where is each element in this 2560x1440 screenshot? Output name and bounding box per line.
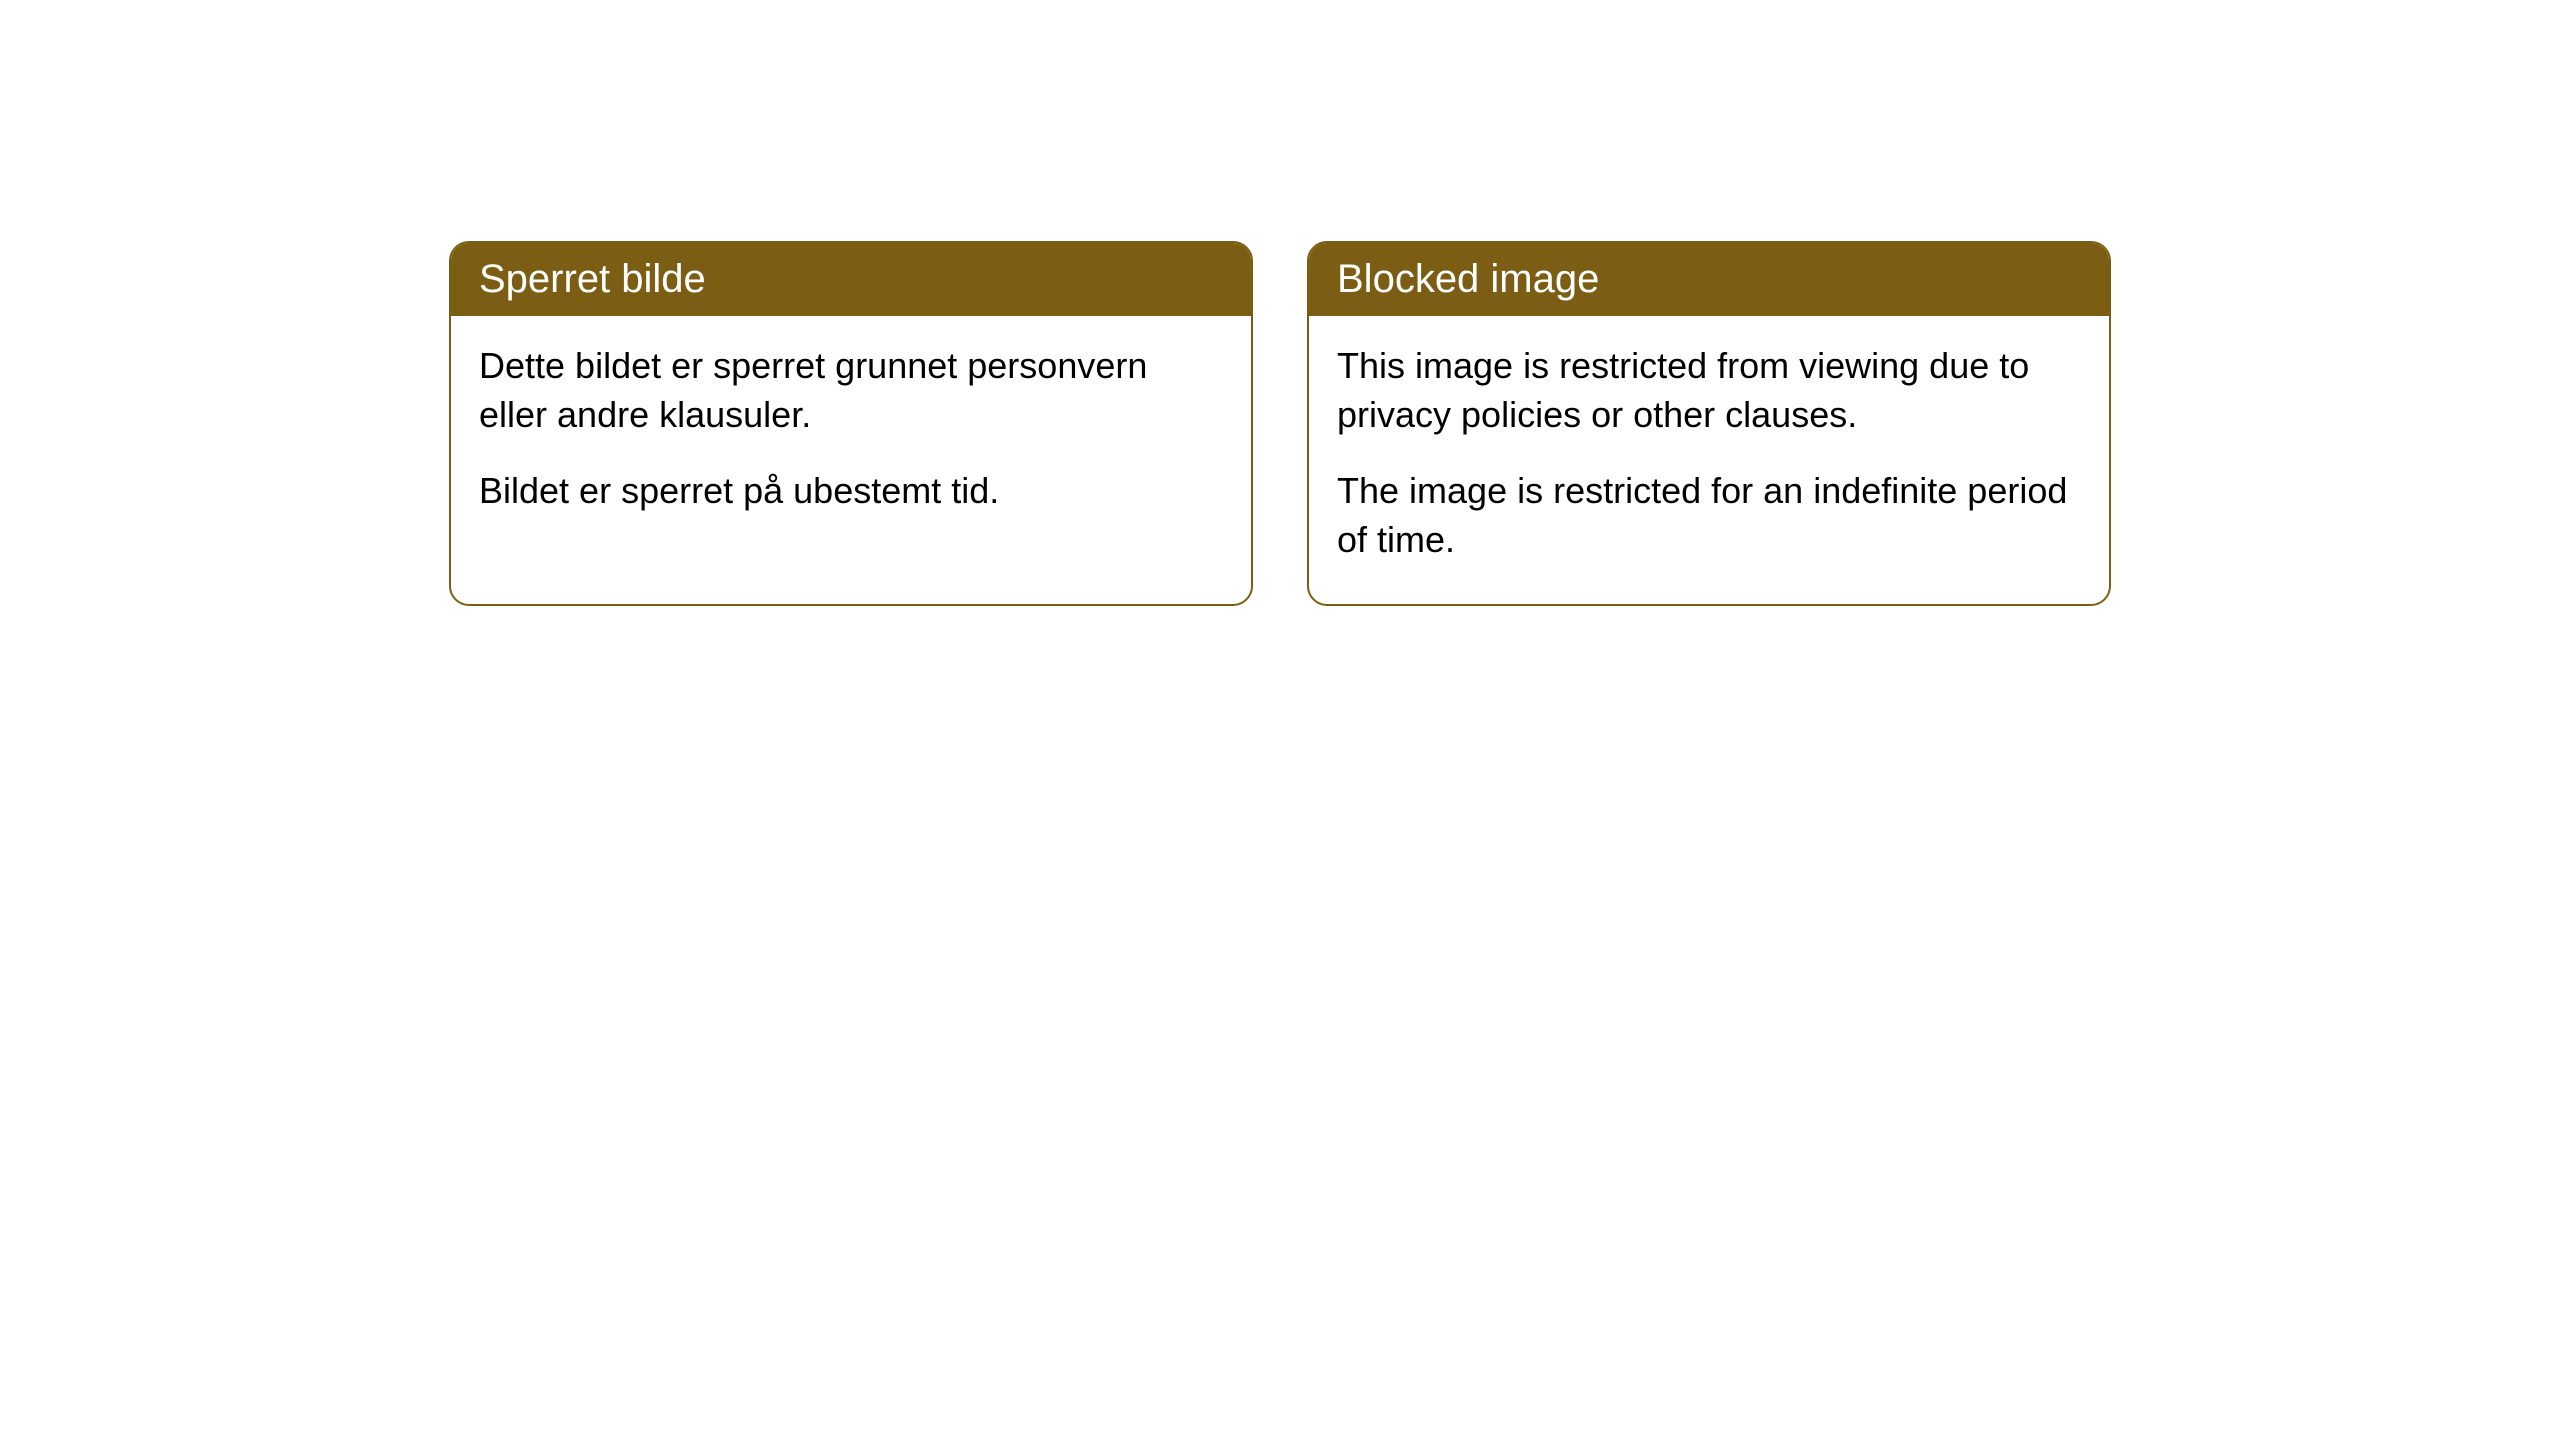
card-body-en: This image is restricted from viewing du…	[1309, 316, 2109, 604]
blocked-image-card-en: Blocked image This image is restricted f…	[1307, 241, 2111, 606]
card-paragraph-en-1: This image is restricted from viewing du…	[1337, 342, 2081, 439]
card-paragraph-no-2: Bildet er sperret på ubestemt tid.	[479, 467, 1223, 516]
card-body-no: Dette bildet er sperret grunnet personve…	[451, 316, 1251, 556]
card-header-no: Sperret bilde	[451, 243, 1251, 316]
card-header-en: Blocked image	[1309, 243, 2109, 316]
cards-container: Sperret bilde Dette bildet er sperret gr…	[0, 0, 2560, 606]
card-paragraph-no-1: Dette bildet er sperret grunnet personve…	[479, 342, 1223, 439]
card-paragraph-en-2: The image is restricted for an indefinit…	[1337, 467, 2081, 564]
blocked-image-card-no: Sperret bilde Dette bildet er sperret gr…	[449, 241, 1253, 606]
